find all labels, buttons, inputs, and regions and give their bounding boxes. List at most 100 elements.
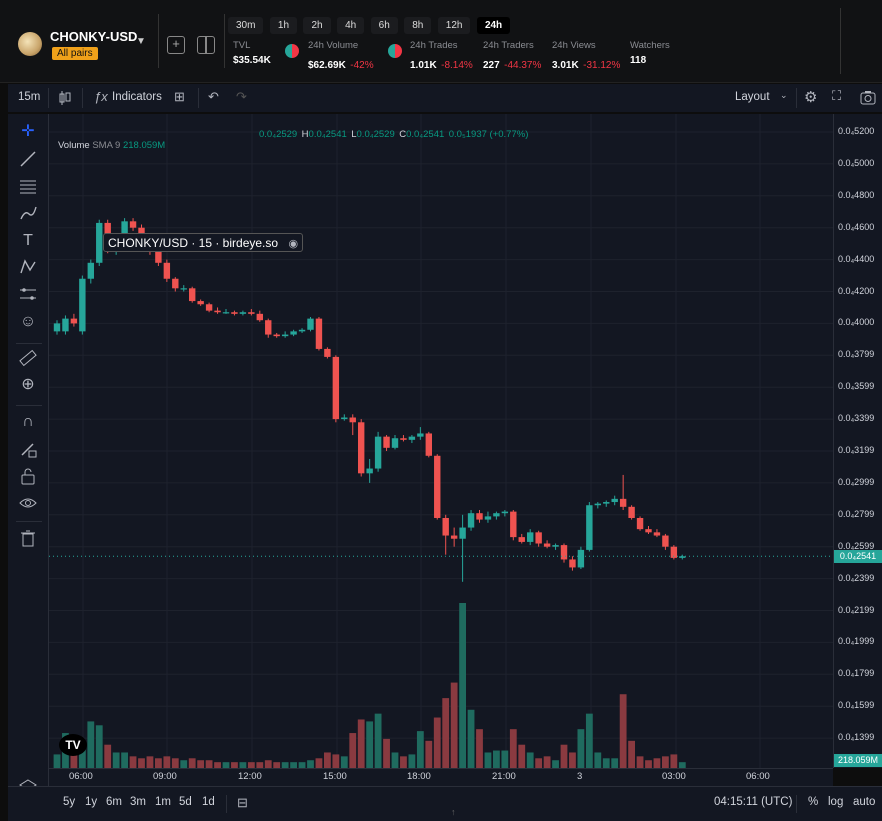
bottom-divider-2 — [796, 795, 797, 813]
timeframe-4h[interactable]: 4h — [337, 17, 365, 34]
templates-icon[interactable]: ⊞ — [174, 89, 185, 104]
redo-icon[interactable]: ↷ — [236, 89, 247, 104]
candle-body — [476, 513, 483, 520]
brush-icon[interactable] — [19, 204, 37, 222]
candle-body — [603, 502, 610, 504]
candle-body — [501, 511, 509, 514]
price-tick-label: 0.0₄2199 — [838, 604, 875, 615]
indicators-button[interactable]: Indicators — [112, 91, 162, 103]
close-label: C — [399, 129, 407, 140]
candle-body — [374, 436, 382, 469]
volume-bar — [569, 752, 576, 768]
fib-retracement-icon[interactable] — [19, 177, 37, 195]
traders-value: 227 — [483, 60, 500, 71]
timeframe-2h[interactable]: 2h — [303, 17, 331, 34]
expand-arrow-icon[interactable]: ↑ — [451, 807, 456, 817]
lock-icon[interactable] — [19, 467, 37, 485]
tradingview-logo[interactable]: TV — [59, 734, 87, 756]
pair-dropdown-icon[interactable]: ▼ — [136, 36, 146, 47]
eye-icon[interactable] — [19, 494, 37, 512]
time-tick-label: 15:00 — [323, 771, 347, 782]
close-value: 0.0₄2541 — [406, 129, 445, 140]
header-divider-2 — [224, 14, 225, 68]
candle-body — [248, 312, 255, 314]
low-label: L — [351, 129, 357, 140]
zoom-in-icon[interactable]: ⊕ — [21, 376, 35, 393]
split-view-icon[interactable] — [197, 36, 215, 54]
auto-toggle[interactable]: auto — [853, 796, 876, 808]
candle-body — [653, 532, 661, 536]
range-1d[interactable]: 1d — [202, 796, 215, 808]
crosshair-icon[interactable]: ✛ — [21, 123, 35, 140]
ruler-icon[interactable] — [19, 349, 37, 367]
candlestick-chart[interactable] — [49, 114, 833, 768]
fullscreen-icon[interactable]: ⛶ — [832, 88, 842, 103]
volume-bar — [95, 725, 103, 768]
timeframe-30m[interactable]: 30m — [228, 17, 264, 34]
volume-bar — [594, 752, 602, 768]
range-3m[interactable]: 3m — [130, 796, 146, 808]
candle-body — [662, 535, 669, 547]
prediction-icon[interactable] — [19, 285, 37, 303]
percent-toggle[interactable]: % — [808, 796, 819, 808]
legend-box[interactable]: CHONKY/USD · 15 · birdeye.so ◉ — [103, 233, 304, 252]
layout-chevron-icon[interactable]: ⌄ — [780, 90, 788, 100]
lock-pencil-icon[interactable] — [19, 440, 37, 458]
range-1y[interactable]: 1y — [85, 796, 98, 808]
candle-body — [239, 312, 247, 314]
all-pairs-badge[interactable]: All pairs — [52, 47, 98, 60]
symbol-title[interactable]: CHONKY/USD · 15 · birdeye.so — [108, 236, 279, 250]
price-axis[interactable]: 0.0₄5200 0.0₄5000 0.0₄4800 0.0₄4600 0.0₄4400… — [833, 114, 882, 768]
layout-button[interactable]: Layout — [735, 91, 770, 103]
trash-icon[interactable] — [19, 529, 37, 547]
emoji-icon[interactable]: ☺ — [19, 313, 37, 330]
volume-bar — [366, 721, 374, 768]
pair-name[interactable]: CHONKY-USD — [50, 29, 138, 44]
volume-bar — [205, 760, 213, 768]
range-1m[interactable]: 1m — [155, 796, 171, 808]
add-icon[interactable]: + — [167, 36, 185, 54]
candle-body — [341, 417, 348, 420]
date-range-icon[interactable]: ⊟ — [237, 795, 248, 810]
timeframe-12h[interactable]: 12h — [437, 17, 471, 34]
volume-bar — [155, 758, 162, 768]
range-6m[interactable]: 6m — [106, 796, 122, 808]
trend-line-icon[interactable] — [19, 150, 37, 168]
volume-bar — [585, 713, 593, 768]
timeframe-6h[interactable]: 6h — [370, 17, 398, 34]
volume-bar — [535, 758, 543, 768]
time-axis[interactable]: 06:00 09:00 12:00 15:00 18:00 21:00 3 03:00 06:0… — [49, 768, 833, 787]
timeframe-24h[interactable]: 24h — [476, 17, 511, 34]
magnet-icon[interactable]: ∩ — [22, 413, 34, 430]
settings-icon[interactable]: ⚙ — [804, 89, 818, 106]
interval-button[interactable]: 15m — [18, 91, 41, 103]
timeframe-1h[interactable]: 1h — [269, 17, 298, 34]
undo-icon[interactable]: ↶ — [208, 89, 219, 104]
candle-body — [594, 503, 601, 506]
chart-pane[interactable]: CHONKY/USD · 15 · birdeye.so ◉ 0.0₄2529 … — [49, 114, 833, 768]
views-label: 24h Views — [552, 40, 596, 51]
indicators-icon[interactable]: ƒx — [94, 89, 108, 104]
candle-body — [87, 262, 94, 279]
volume-bar — [678, 762, 686, 768]
volume-bar — [383, 738, 390, 768]
log-toggle[interactable]: log — [828, 796, 844, 808]
candles — [53, 218, 686, 582]
volume-bar — [121, 752, 128, 768]
time-tick-label: 06:00 — [746, 771, 770, 782]
range-5d[interactable]: 5d — [179, 796, 192, 808]
bottom-divider — [226, 795, 227, 813]
screenshot-icon[interactable] — [860, 90, 876, 105]
volume-bar — [560, 744, 568, 768]
timeframe-8h[interactable]: 8h — [404, 17, 432, 34]
pattern-icon[interactable] — [19, 258, 37, 276]
candle-body — [172, 278, 179, 289]
text-icon[interactable]: T — [23, 232, 33, 249]
hide-eye-icon[interactable]: ◉ — [288, 238, 299, 250]
utc-clock[interactable]: 04:15:11 (UTC) — [714, 796, 793, 808]
candle-type-icon[interactable] — [58, 90, 72, 106]
volume-legend[interactable]: Volume SMA 9 218.059M — [58, 140, 165, 151]
trades-label: 24h Trades — [410, 40, 458, 51]
volume-change: -42% — [350, 60, 374, 71]
range-5y[interactable]: 5y — [63, 796, 76, 808]
